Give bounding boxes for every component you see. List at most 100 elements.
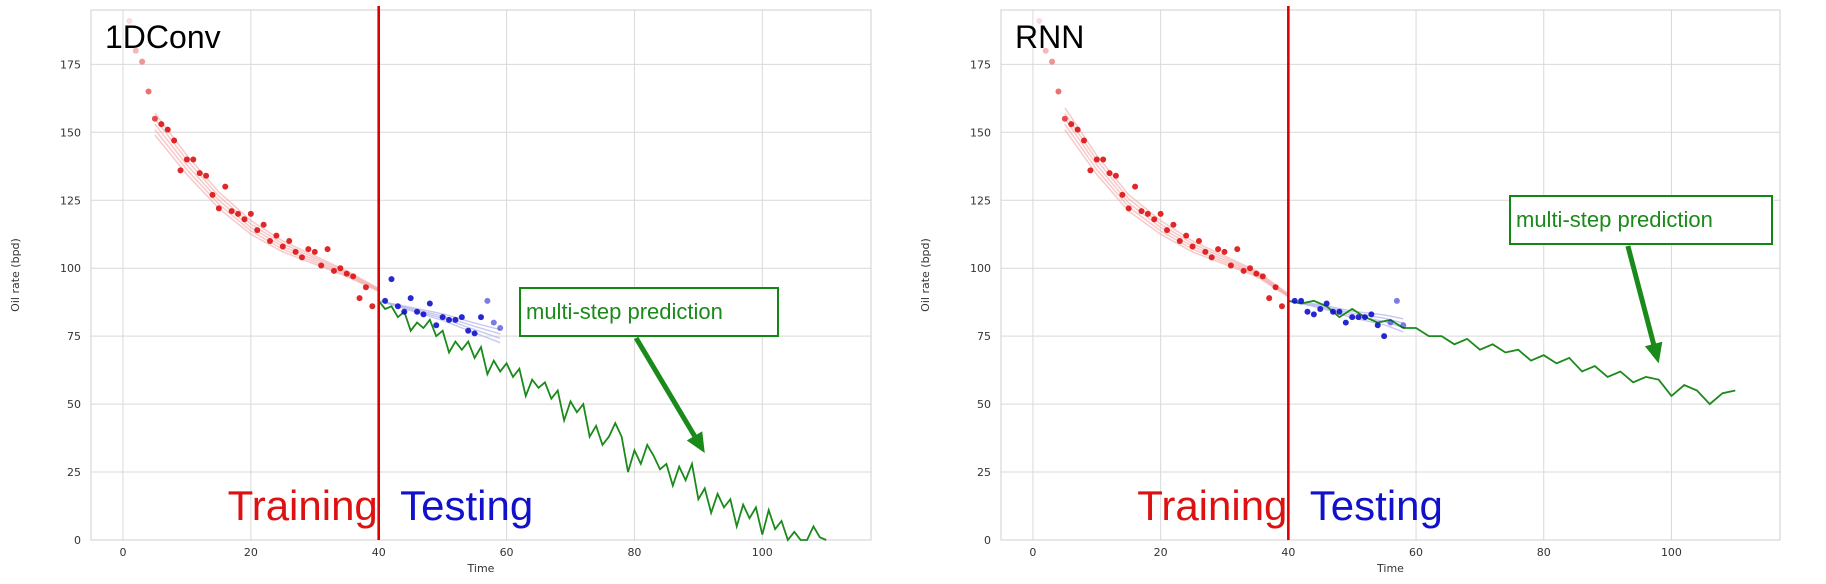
training-point	[1253, 270, 1260, 277]
training-point	[1068, 121, 1075, 128]
training-point	[235, 210, 242, 217]
testing-point	[1355, 314, 1362, 321]
x-tick-label: 60	[500, 546, 514, 559]
training-point	[1195, 238, 1202, 245]
testing-point	[465, 327, 472, 334]
plot-frame	[90, 9, 872, 541]
testing-point	[471, 330, 478, 337]
y-tick-label: 175	[970, 58, 991, 71]
testing-point	[401, 308, 408, 315]
testing-point	[414, 308, 421, 315]
testing-point	[394, 303, 401, 310]
training-point	[196, 170, 203, 177]
training-point	[260, 221, 267, 228]
y-tick-label: 150	[60, 126, 81, 139]
training-point	[1049, 58, 1056, 65]
training-point	[1170, 221, 1177, 228]
training-point	[350, 273, 357, 280]
training-point	[1151, 216, 1158, 223]
training-point	[158, 121, 165, 128]
testing-point	[1336, 308, 1343, 315]
testing-point	[1400, 322, 1407, 329]
training-fit-line	[1064, 118, 1289, 297]
training-point	[203, 172, 210, 179]
x-tick-label: 80	[1537, 546, 1551, 559]
annotation-box	[1509, 195, 1773, 245]
testing-point	[497, 325, 504, 331]
training-point	[164, 126, 171, 133]
testing-region-label: Testing	[400, 482, 533, 529]
training-point	[1042, 47, 1049, 54]
training-point	[298, 254, 305, 261]
x-tick-label: 20	[1154, 546, 1168, 559]
testing-point	[1323, 300, 1330, 307]
y-tick-label: 100	[60, 262, 81, 275]
x-tick-label: 20	[244, 546, 258, 559]
plot-area	[1001, 10, 1780, 540]
plot-area	[91, 10, 871, 540]
y-tick-label: 25	[977, 466, 991, 479]
y-tick-label: 25	[67, 466, 81, 479]
testing-point	[382, 297, 389, 304]
chart-title: 1DConv	[105, 19, 221, 55]
testing-point	[458, 314, 465, 321]
testing-region-label: Testing	[1310, 482, 1443, 529]
testing-point	[1317, 305, 1324, 312]
training-point	[273, 232, 280, 239]
training-point	[132, 47, 139, 54]
testing-point	[1342, 319, 1349, 326]
training-point	[247, 210, 254, 217]
training-point	[1036, 17, 1043, 24]
testing-point	[1330, 308, 1337, 315]
training-point	[171, 137, 178, 144]
training-point	[1100, 156, 1107, 163]
x-tick-label: 40	[1281, 546, 1295, 559]
training-point	[1202, 248, 1209, 255]
training-region-label: Training	[1137, 482, 1287, 529]
testing-point	[420, 311, 427, 318]
training-point	[139, 58, 146, 65]
training-point	[318, 262, 325, 269]
training-point	[1119, 191, 1126, 198]
training-point	[1138, 208, 1145, 215]
y-tick-label: 50	[977, 398, 991, 411]
annotation-text: multi-step prediction	[526, 299, 723, 324]
training-point	[1093, 156, 1100, 163]
training-point	[1132, 183, 1139, 190]
training-fit-line	[154, 134, 380, 293]
training-point	[1055, 88, 1062, 95]
training-point	[1106, 170, 1113, 177]
training-point	[145, 88, 152, 95]
testing-point	[407, 295, 414, 302]
training-point	[292, 248, 299, 255]
testing-point	[1310, 311, 1317, 318]
y-axis-label: Oil rate (bpd)	[9, 238, 22, 312]
training-point	[228, 208, 235, 215]
training-fit-line	[1064, 129, 1289, 298]
training-point	[1259, 273, 1266, 280]
x-tick-label: 60	[1409, 546, 1423, 559]
y-tick-label: 125	[970, 194, 991, 207]
y-tick-label: 0	[74, 534, 81, 547]
training-point	[343, 270, 350, 277]
annotation-arrowhead	[686, 431, 705, 454]
training-point	[1234, 246, 1241, 253]
x-tick-label: 0	[119, 546, 126, 559]
y-tick-label: 75	[67, 330, 81, 343]
testing-point	[1361, 314, 1368, 321]
testing-point	[446, 316, 453, 323]
training-point	[1125, 205, 1132, 212]
training-point	[1240, 267, 1247, 274]
testing-point	[478, 314, 484, 321]
testing-point	[1374, 322, 1381, 329]
training-point	[330, 267, 337, 274]
testing-point	[439, 314, 446, 321]
panel-1dconv: 0 25 50 75 100 125 150 175 0 20 40 60 80 100 Time Oil r…	[9, 6, 872, 575]
training-point	[362, 284, 369, 291]
training-point	[241, 216, 248, 223]
training-point	[254, 227, 261, 234]
training-point	[1112, 172, 1119, 179]
x-axis-label: Time	[467, 562, 495, 575]
training-point	[1247, 265, 1254, 272]
testing-point	[1381, 333, 1388, 340]
